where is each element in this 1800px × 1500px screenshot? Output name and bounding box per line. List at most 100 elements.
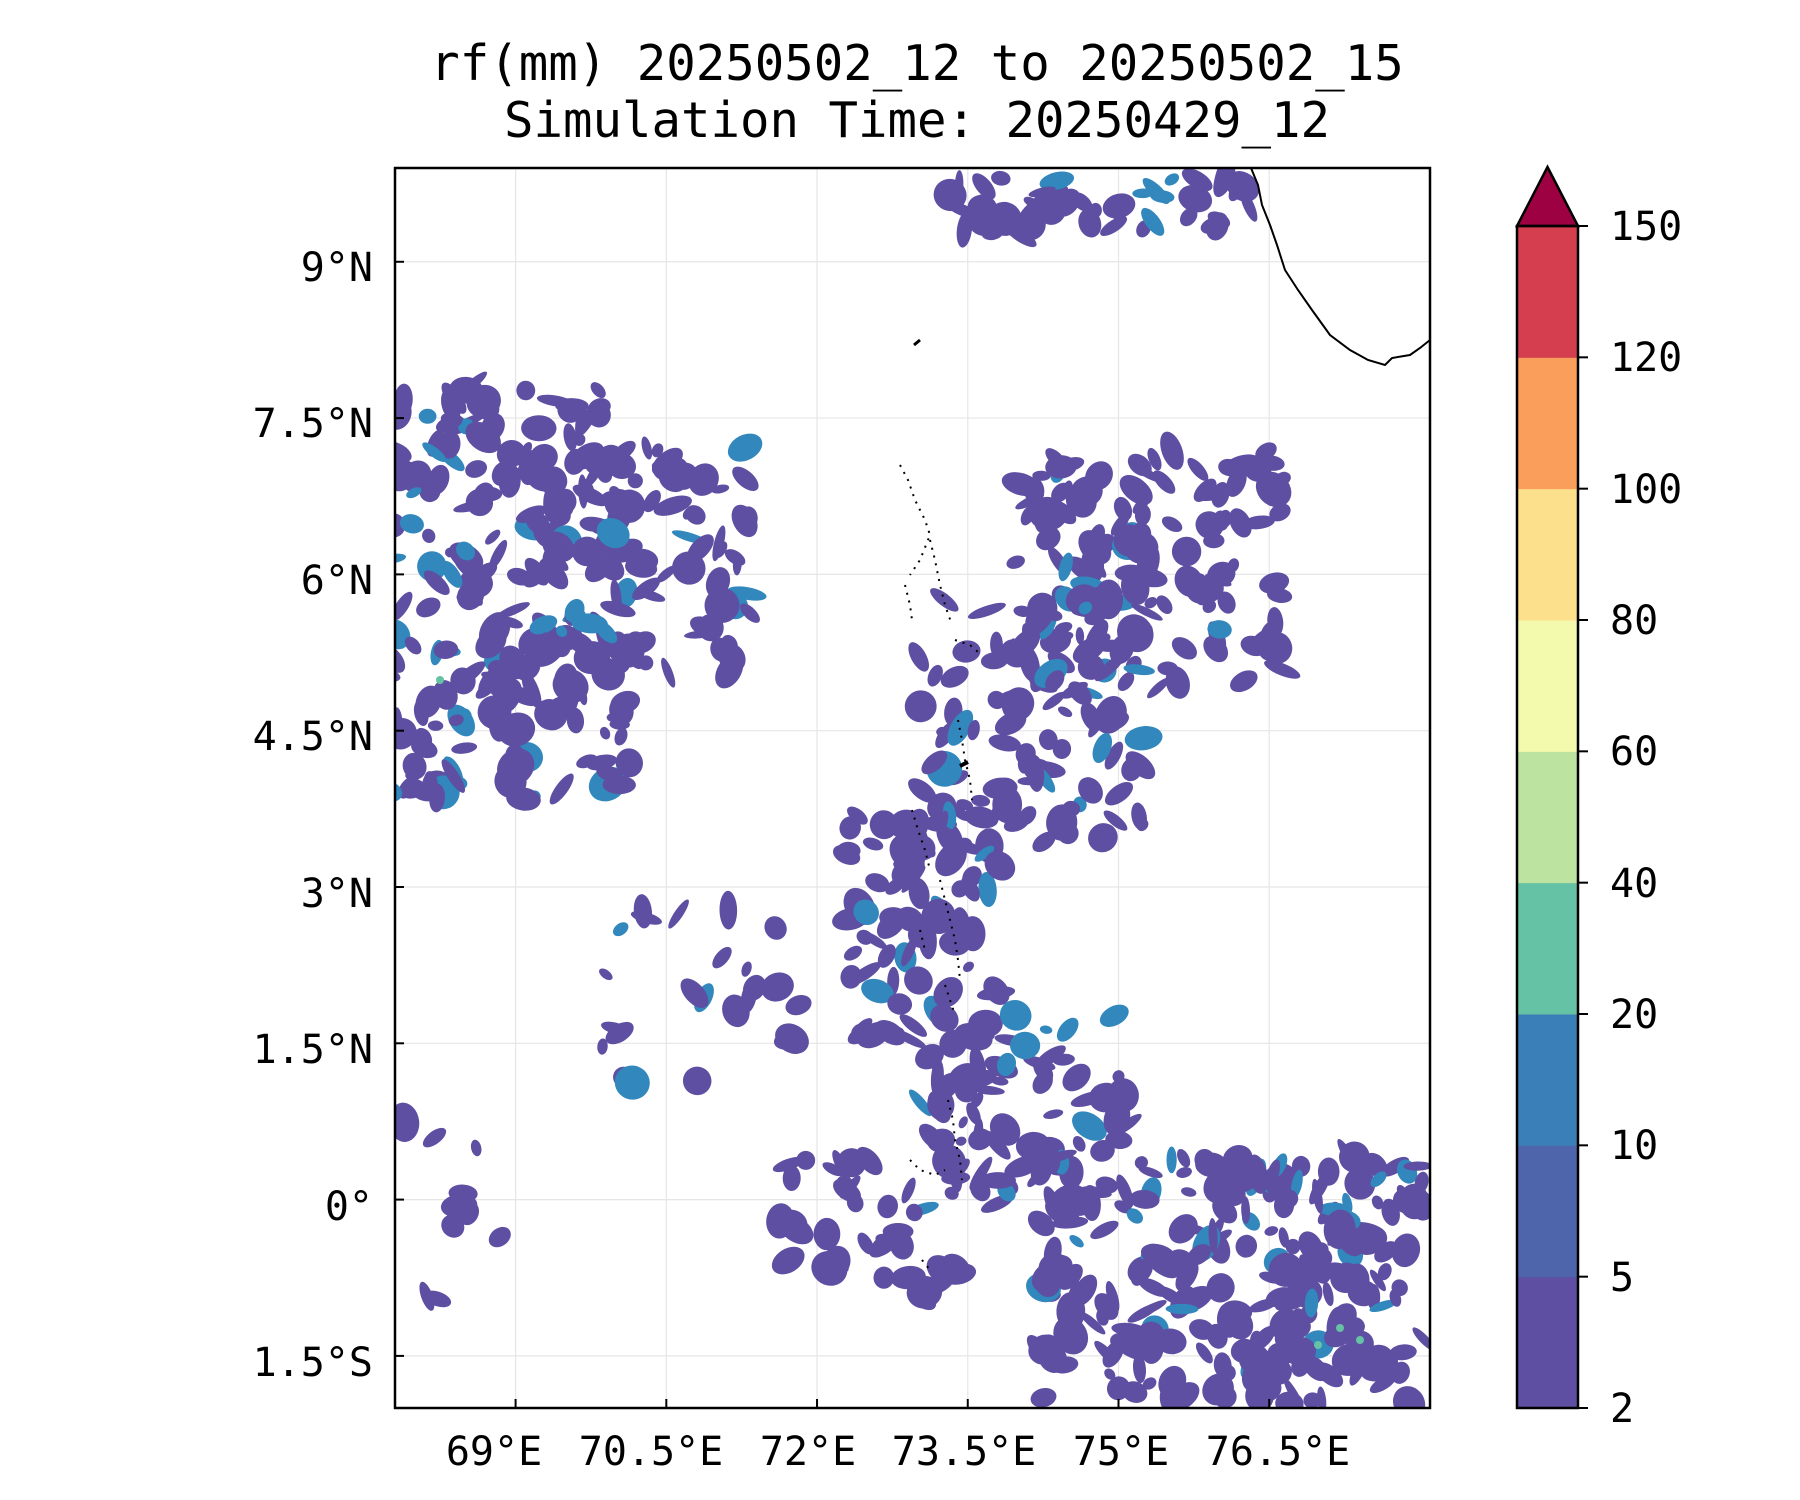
rain-cell [538,558,569,590]
rain-cell [524,557,549,586]
rain-cell [853,899,879,925]
rain-cell [771,1246,805,1275]
colorbar-ticks [1578,225,1588,1409]
rain-cell [1104,1368,1116,1380]
rain-cell [1090,1140,1115,1162]
rain-cell [1208,1218,1218,1254]
rain-cell [1056,1017,1079,1042]
rain-cell [987,690,1006,710]
rain-cell [481,671,513,687]
rain-cell [399,514,424,534]
maldives-atolls-chain [899,464,979,1271]
rain-cell [1038,729,1058,751]
latitude-axis-labels: 9°N 7.5°N 6°N 4.5°N 3°N 1.5°N 0° 1.5°S [253,245,373,1386]
rain-cell [718,643,746,673]
colorbar-labels: 2 5 10 20 40 60 80 100 120 150 [1610,204,1682,1432]
rain-cell [1078,777,1103,804]
rain-cell [627,473,643,489]
rain-cell [1132,1354,1147,1384]
colorbar-segment [1517,488,1578,621]
lon-tick-label: 69°E [446,1429,542,1475]
lat-tick-label: 9°N [301,245,373,291]
rain-cell [1123,664,1155,676]
rain-cell [418,408,437,424]
colorbar-segment [1517,1145,1578,1278]
rain-cell [857,1232,874,1255]
rain-cell [796,1150,816,1170]
rain-cell [761,972,794,1002]
rain-cell [1094,639,1127,652]
rain-cell [975,1030,995,1042]
rain-cell [971,794,991,807]
rain-cell [1235,1234,1258,1258]
rain-cell [1228,179,1245,202]
rain-cell [1267,607,1284,637]
rain-cell [967,719,980,741]
rain-cell [496,439,526,468]
rain-cell [1036,527,1061,551]
rain-cell [933,178,967,212]
rain-cell [764,916,787,940]
rain-cell [1125,751,1156,780]
rain-cell [996,1052,1017,1077]
rain-cell [346,513,365,531]
rain-cell [371,779,395,797]
rain-cell [427,720,444,731]
rain-cell [1224,1308,1254,1340]
rain-cell [1062,800,1081,817]
rain-cell [927,664,943,687]
rain-cell [597,1038,608,1055]
rain-cell [1120,569,1150,606]
rain-cell [599,968,613,981]
rain-cell [742,974,766,1001]
rain-cell [1269,503,1291,522]
rain-cell [1099,1004,1129,1027]
rain-cell [1104,741,1124,770]
rain-cell [429,784,445,813]
rain-cell [590,382,606,399]
rain-cell [1227,558,1240,573]
rain-cell [489,539,508,570]
rain-cell [1105,1281,1120,1313]
rain-cell [1057,706,1073,718]
rain-cell [619,489,638,504]
rain-cell [930,588,959,612]
rain-cell [1414,1171,1429,1194]
rain-cell [488,1226,511,1248]
rain-cell [1096,1308,1109,1326]
rain-cell [395,645,406,673]
rain-cell [1403,1161,1430,1171]
rain-cell [507,567,532,586]
lat-tick-label: 3°N [301,871,373,917]
rain-cell [630,911,662,925]
longitude-axis-labels: 69°E 70.5°E 72°E 73.5°E 75°E 76.5°E [446,1429,1350,1475]
rain-cell [991,170,1011,186]
rain-cell [1013,605,1032,617]
rain-cell [395,395,412,430]
rain-cell [1228,510,1248,527]
rain-cell [1391,1279,1408,1297]
rain-cell [536,394,574,407]
rain-cell [406,487,422,499]
rain-cell [937,810,949,833]
rain-cell [1344,1167,1376,1200]
rain-cell [352,495,388,529]
lon-tick-label: 76.5°E [1206,1429,1351,1475]
rain-cell [651,443,664,458]
rain-cell [459,1202,480,1226]
rain-cell [1176,1167,1192,1178]
colorbar-segment [1517,882,1578,1015]
lat-tick-label: 4.5°N [253,714,373,760]
rain-cell [1150,190,1175,203]
rain-cell [1039,1149,1077,1164]
rain-cell [1103,810,1128,831]
rain-cell [1326,1306,1345,1341]
rain-cell [668,899,689,929]
colorbar-level-label: 120 [1610,335,1682,381]
rain-cell [1051,1216,1089,1229]
lat-tick-label: 6°N [301,558,373,604]
rain-cell [1085,619,1109,650]
rain-cell [1004,1154,1043,1178]
rain-peak-cell [1356,1336,1364,1344]
rain-cell [1262,631,1293,664]
